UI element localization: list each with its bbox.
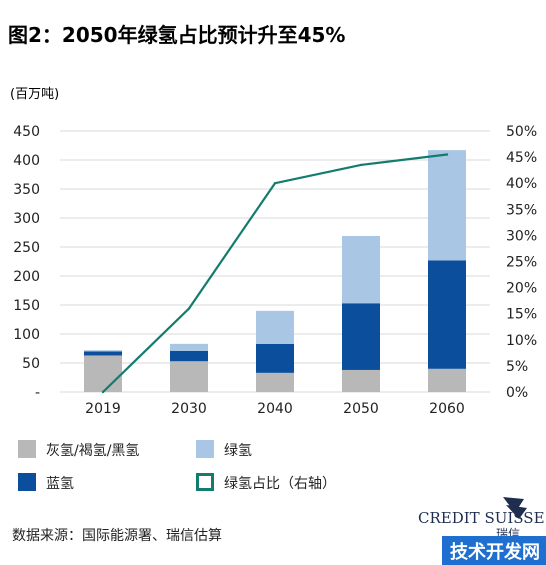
x-tick-label: 2060 bbox=[429, 401, 465, 417]
legend-swatch bbox=[18, 440, 36, 458]
bar-segment bbox=[84, 355, 122, 392]
bar-segment bbox=[256, 343, 294, 373]
sail-icon bbox=[503, 497, 527, 519]
line-point bbox=[445, 153, 449, 156]
y-tick-label: 50 bbox=[22, 356, 40, 372]
legend-label: 绿氢占比（右轴） bbox=[224, 476, 336, 492]
bar-segment bbox=[342, 369, 380, 392]
y2-tick-label: 10% bbox=[506, 333, 537, 349]
y2-tick-label: 45% bbox=[506, 150, 537, 166]
y2-tick-label: 25% bbox=[506, 255, 537, 271]
x-tick-label: 2050 bbox=[343, 401, 379, 417]
brand-name: CREDIT SUISSE bbox=[418, 509, 545, 527]
x-axis: 2019 2030 2040 2050 2060 bbox=[85, 401, 465, 417]
y-tick-label: 400 bbox=[13, 153, 40, 169]
y2-tick-label: 5% bbox=[506, 359, 528, 375]
bar-segment bbox=[170, 361, 208, 392]
legend-swatch bbox=[196, 473, 214, 491]
x-tick-label: 2019 bbox=[85, 401, 121, 417]
bar-segment bbox=[84, 351, 122, 356]
watermark-text: 技术开发网 bbox=[450, 541, 540, 563]
bar-segment bbox=[256, 372, 294, 392]
bar-segment bbox=[170, 350, 208, 362]
y2-tick-label: 0% bbox=[506, 385, 528, 401]
y-tick-label: 450 bbox=[13, 124, 40, 140]
y2-tick-label: 15% bbox=[506, 307, 537, 323]
y2-tick-label: 30% bbox=[506, 228, 537, 244]
watermark: 技术开发网 bbox=[442, 536, 546, 565]
left-axis: - 50 100 150 200 250 300 350 400 450 bbox=[13, 124, 40, 401]
y2-tick-label: 35% bbox=[506, 202, 537, 218]
legend-swatch bbox=[196, 440, 214, 458]
y-tick-label: 250 bbox=[13, 240, 40, 256]
x-tick-label: 2040 bbox=[257, 401, 293, 417]
unit-label: (百万吨) bbox=[10, 87, 59, 102]
bar-segment bbox=[256, 310, 294, 344]
y-tick-label: 100 bbox=[13, 327, 40, 343]
legend-label: 灰氢/褐氢/黑氢 bbox=[46, 443, 139, 459]
y-tick-label: 200 bbox=[13, 269, 40, 285]
bar-segment bbox=[342, 303, 380, 370]
bars bbox=[84, 150, 466, 392]
y-tick-label: 150 bbox=[13, 298, 40, 314]
y-tick-label: 350 bbox=[13, 182, 40, 198]
credit-suisse-logo: CREDIT SUISSE 瑞信 bbox=[418, 497, 545, 541]
chart-title: 图2：2050年绿氢占比预计升至45% bbox=[8, 23, 345, 47]
line-point bbox=[187, 307, 191, 310]
legend-swatch bbox=[18, 473, 36, 491]
bar-segment bbox=[342, 235, 380, 304]
source-note: 数据来源：国际能源署、瑞信估算 bbox=[12, 528, 222, 544]
x-tick-label: 2030 bbox=[171, 401, 207, 417]
legend-label: 蓝氢 bbox=[46, 476, 74, 492]
share-line bbox=[101, 153, 449, 394]
bar-segment bbox=[428, 260, 466, 369]
y2-tick-label: 40% bbox=[506, 176, 537, 192]
line-point bbox=[273, 182, 277, 185]
y2-tick-label: 50% bbox=[506, 124, 537, 140]
bar-segment bbox=[170, 343, 208, 351]
line-point bbox=[359, 163, 363, 167]
y-tick-label: - bbox=[35, 385, 40, 401]
y-tick-label: 300 bbox=[13, 211, 40, 227]
right-axis: 0% 5% 10% 15% 20% 25% 30% 35% 40% 45% 50% bbox=[506, 124, 537, 401]
bar-segment bbox=[428, 368, 466, 392]
bar-segment bbox=[428, 150, 466, 261]
legend-label: 绿氢 bbox=[224, 443, 252, 459]
y2-tick-label: 20% bbox=[506, 281, 537, 297]
watermark-bg bbox=[442, 536, 546, 565]
bar-segment bbox=[84, 350, 122, 352]
line-point bbox=[101, 390, 105, 394]
